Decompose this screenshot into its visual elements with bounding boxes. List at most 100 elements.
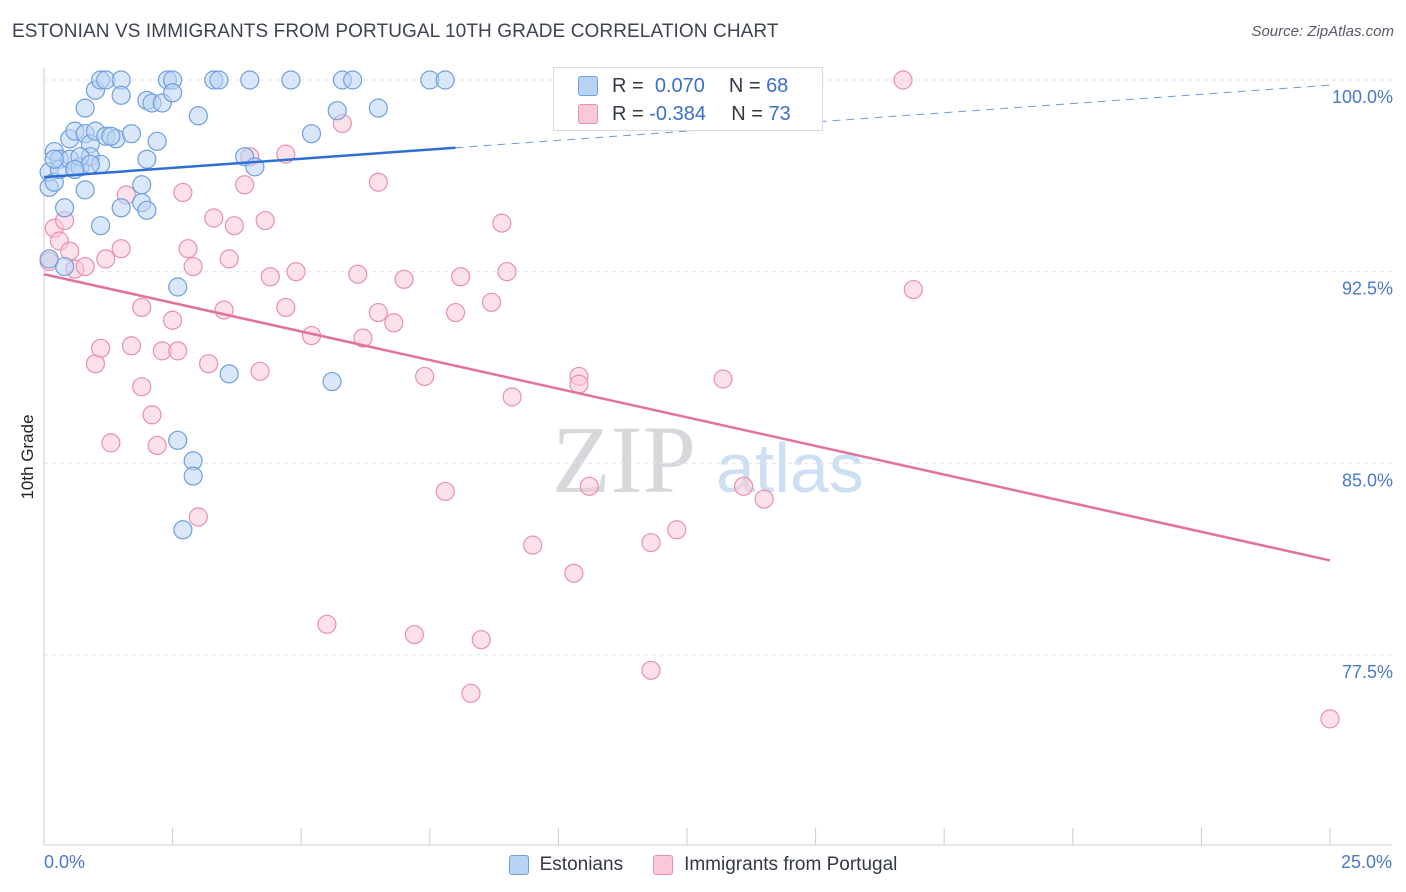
series-estonians — [39, 70, 455, 540]
data-point — [75, 180, 95, 200]
data-point — [121, 336, 142, 356]
data-point — [317, 614, 337, 634]
data-point — [471, 630, 491, 650]
data-point — [893, 70, 913, 90]
data-point — [301, 124, 322, 144]
legend-label: Immigrants from Portugal — [684, 854, 898, 875]
data-point — [461, 683, 481, 703]
data-point — [75, 98, 95, 118]
legend-item-portugal[interactable]: Immigrants from Portugal — [653, 854, 897, 876]
n-value: 73 — [768, 102, 791, 125]
data-point — [183, 256, 203, 277]
data-point — [188, 507, 208, 527]
data-point — [204, 208, 224, 228]
data-point — [163, 83, 183, 103]
data-point — [183, 466, 203, 486]
data-point — [322, 371, 342, 392]
data-point — [111, 198, 131, 218]
watermark-zip: ZIP — [552, 406, 696, 513]
y-tick-label: 92.5% — [1342, 279, 1393, 299]
y-tick-label: 77.5% — [1342, 662, 1393, 682]
x-max-label: 25.0% — [1340, 852, 1392, 872]
data-point — [754, 489, 774, 509]
data-point — [641, 532, 661, 553]
data-point — [173, 182, 193, 203]
data-point — [96, 249, 116, 269]
data-point — [713, 369, 733, 389]
data-point — [276, 297, 296, 318]
series-immigrants-from-portugal — [39, 70, 1340, 729]
data-point — [260, 267, 280, 287]
data-point — [199, 354, 219, 374]
data-point — [404, 624, 424, 645]
data-point — [343, 70, 363, 90]
data-point — [435, 481, 455, 502]
data-point — [353, 328, 373, 348]
n-label: N = — [728, 74, 761, 97]
data-point — [327, 101, 347, 121]
data-point — [523, 535, 543, 555]
data-point — [451, 267, 471, 287]
data-point — [435, 70, 455, 90]
y-tick-label: 100.0% — [1332, 87, 1393, 107]
chart-title: ESTONIAN VS IMMIGRANTS FROM PORTUGAL 10T… — [12, 21, 779, 42]
data-point — [235, 175, 255, 195]
data-point — [178, 239, 198, 259]
x-min-label: 0.0% — [44, 852, 86, 872]
data-point — [168, 430, 188, 450]
legend-item-estonians[interactable]: Estonians — [508, 854, 624, 876]
data-point — [168, 341, 188, 361]
data-point — [147, 435, 167, 456]
y-tick-label: 85.0% — [1342, 470, 1393, 490]
portugal-swatch — [653, 855, 674, 875]
data-point — [101, 126, 121, 146]
portugal-trend-line — [43, 273, 1331, 562]
data-point — [348, 264, 368, 284]
data-point — [142, 405, 162, 425]
data-point — [39, 249, 59, 269]
trend-lines — [43, 84, 1331, 562]
data-point — [132, 297, 152, 318]
data-point — [101, 433, 121, 453]
source-note: Source: ZipAtlas.com — [1251, 23, 1394, 40]
r-value: -0.384 — [649, 102, 706, 125]
legend-label: Estonians — [539, 854, 624, 875]
data-point — [569, 374, 589, 394]
data-point — [368, 302, 388, 323]
data-point — [733, 476, 754, 496]
stats-row-estonians: R = 0.070 N = 68 — [578, 73, 788, 99]
data-point — [75, 256, 95, 277]
data-point — [137, 200, 157, 220]
data-point — [903, 279, 923, 300]
data-point — [132, 377, 152, 397]
y-tick-labels: 77.5% 85.0% 92.5% 100.0% — [1332, 87, 1393, 682]
portugal-swatch — [578, 104, 598, 124]
data-point — [481, 292, 502, 312]
estonians-trend-extension — [455, 84, 1331, 149]
data-point — [445, 302, 466, 323]
axes — [43, 68, 1392, 846]
data-point — [147, 131, 167, 151]
data-point — [641, 660, 661, 680]
estonians-swatch — [578, 76, 598, 96]
data-point — [54, 198, 75, 218]
data-point — [188, 106, 208, 126]
data-point — [502, 387, 522, 407]
data-point — [224, 216, 244, 236]
watermark: ZIP atlas — [552, 406, 864, 513]
data-point — [497, 262, 517, 282]
series-legend: Estonians Immigrants from Portugal — [0, 851, 1406, 879]
data-point — [173, 520, 193, 540]
r-value: 0.070 — [654, 74, 705, 97]
data-point — [111, 85, 131, 105]
estonians-trend-line — [43, 146, 456, 179]
data-point — [163, 310, 183, 330]
data-point — [219, 249, 239, 269]
data-point — [384, 313, 404, 333]
data-point — [579, 476, 599, 496]
data-point — [240, 70, 260, 90]
y-axis-title: 10th Grade — [18, 414, 37, 500]
data-point — [281, 70, 301, 90]
n-label: N = — [731, 102, 763, 125]
